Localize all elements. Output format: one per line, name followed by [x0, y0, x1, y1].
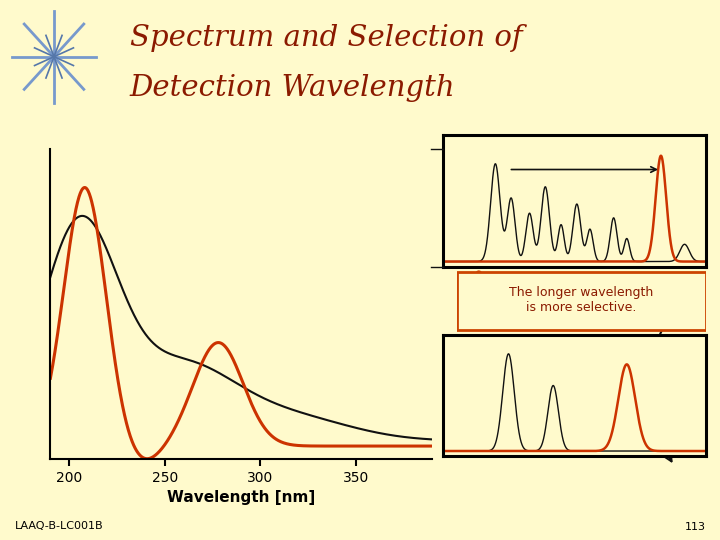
Text: Spectrum and Selection of: Spectrum and Selection of — [130, 24, 522, 52]
Text: 113: 113 — [685, 522, 706, 531]
Text: Detection Wavelength: Detection Wavelength — [130, 73, 455, 102]
FancyBboxPatch shape — [457, 272, 706, 330]
Text: The longer wavelength
is more selective.: The longer wavelength is more selective. — [509, 286, 654, 314]
X-axis label: Wavelength [nm]: Wavelength [nm] — [167, 490, 315, 505]
Text: LAAQ-B-LC001B: LAAQ-B-LC001B — [14, 522, 103, 531]
